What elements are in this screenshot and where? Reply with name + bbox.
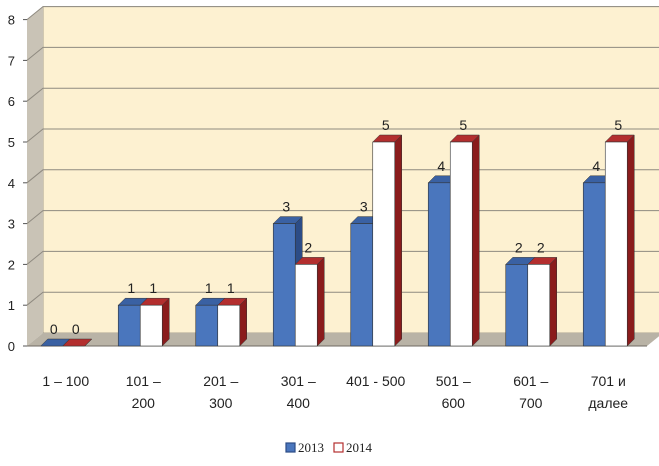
category-label-6: 700 (519, 395, 543, 411)
category-label-3: 400 (287, 395, 311, 411)
legend-label-2014: 2014 (346, 440, 373, 455)
data-label-2013-5: 4 (437, 158, 445, 174)
category-label-6: 601 – (513, 373, 548, 389)
category-label-2: 201 – (203, 373, 238, 389)
data-label-2014-2: 1 (227, 280, 235, 296)
y-tick-label: 3 (8, 217, 15, 232)
bar-2014-6 (527, 256, 558, 347)
data-label-2013-1: 1 (127, 280, 135, 296)
category-label-7: далее (588, 395, 628, 411)
plot-walls (27, 6, 659, 347)
category-label-1: 200 (132, 395, 156, 411)
data-label-2013-3: 3 (282, 199, 290, 215)
y-tick-label: 8 (8, 13, 15, 28)
category-label-7: 701 и (591, 373, 626, 389)
data-label-2013-6: 2 (515, 239, 523, 255)
legend-label-2013: 2013 (298, 440, 324, 455)
category-label-3: 301 – (281, 373, 316, 389)
gridline (26, 6, 659, 20)
category-label-0: 1 – 100 (42, 373, 89, 389)
bar-2014-5 (449, 134, 480, 347)
gridline (26, 87, 659, 102)
data-label-2014-0: 0 (72, 321, 80, 337)
y-axis-ticks: 0 1 2 3 4 5 6 7 8 (8, 13, 27, 354)
data-label-2014-4: 5 (382, 117, 390, 133)
gridline (26, 46, 659, 61)
y-tick-label: 7 (8, 53, 15, 68)
legend-swatch-2014 (333, 442, 344, 453)
category-label-1: 101 – (126, 373, 161, 389)
data-label-2014-5: 5 (459, 117, 467, 133)
bars (40, 134, 635, 347)
legend-swatch-2013 (285, 442, 296, 453)
y-tick-label: 1 (8, 298, 15, 313)
data-label-2014-3: 2 (304, 239, 312, 255)
bar-2014-7 (604, 134, 635, 347)
category-label-5: 600 (442, 395, 466, 411)
bar-2014-0 (62, 338, 93, 347)
y-tick-label: 6 (8, 94, 15, 109)
x-axis-categories: 1 – 100 101 – 200 201 – 300 301 – 400 401 - 500… (42, 373, 628, 411)
data-label-2014-7: 5 (614, 117, 622, 133)
data-label-2013-0: 0 (50, 321, 58, 337)
y-tick-label: 5 (8, 135, 15, 150)
bar-2014-2 (217, 297, 248, 347)
gridline (26, 128, 659, 143)
bar-2014-1 (139, 297, 170, 347)
y-tick-label: 0 (8, 339, 15, 354)
floor (27, 333, 659, 346)
category-label-2: 300 (209, 395, 233, 411)
category-label-4: 401 - 500 (346, 373, 405, 389)
legend: 2013 2014 (285, 440, 373, 455)
data-label-2013-4: 3 (360, 199, 368, 215)
data-label-2013-2: 1 (205, 280, 213, 296)
y-tick-label: 2 (8, 257, 15, 272)
data-label-2014-6: 2 (537, 239, 545, 255)
data-label-2013-7: 4 (592, 158, 600, 174)
data-label-2014-1: 1 (149, 280, 157, 296)
bar-2014-4 (372, 134, 403, 347)
bar-2014-3 (294, 256, 325, 347)
y-tick-label: 4 (8, 176, 15, 191)
category-label-5: 501 – (436, 373, 471, 389)
